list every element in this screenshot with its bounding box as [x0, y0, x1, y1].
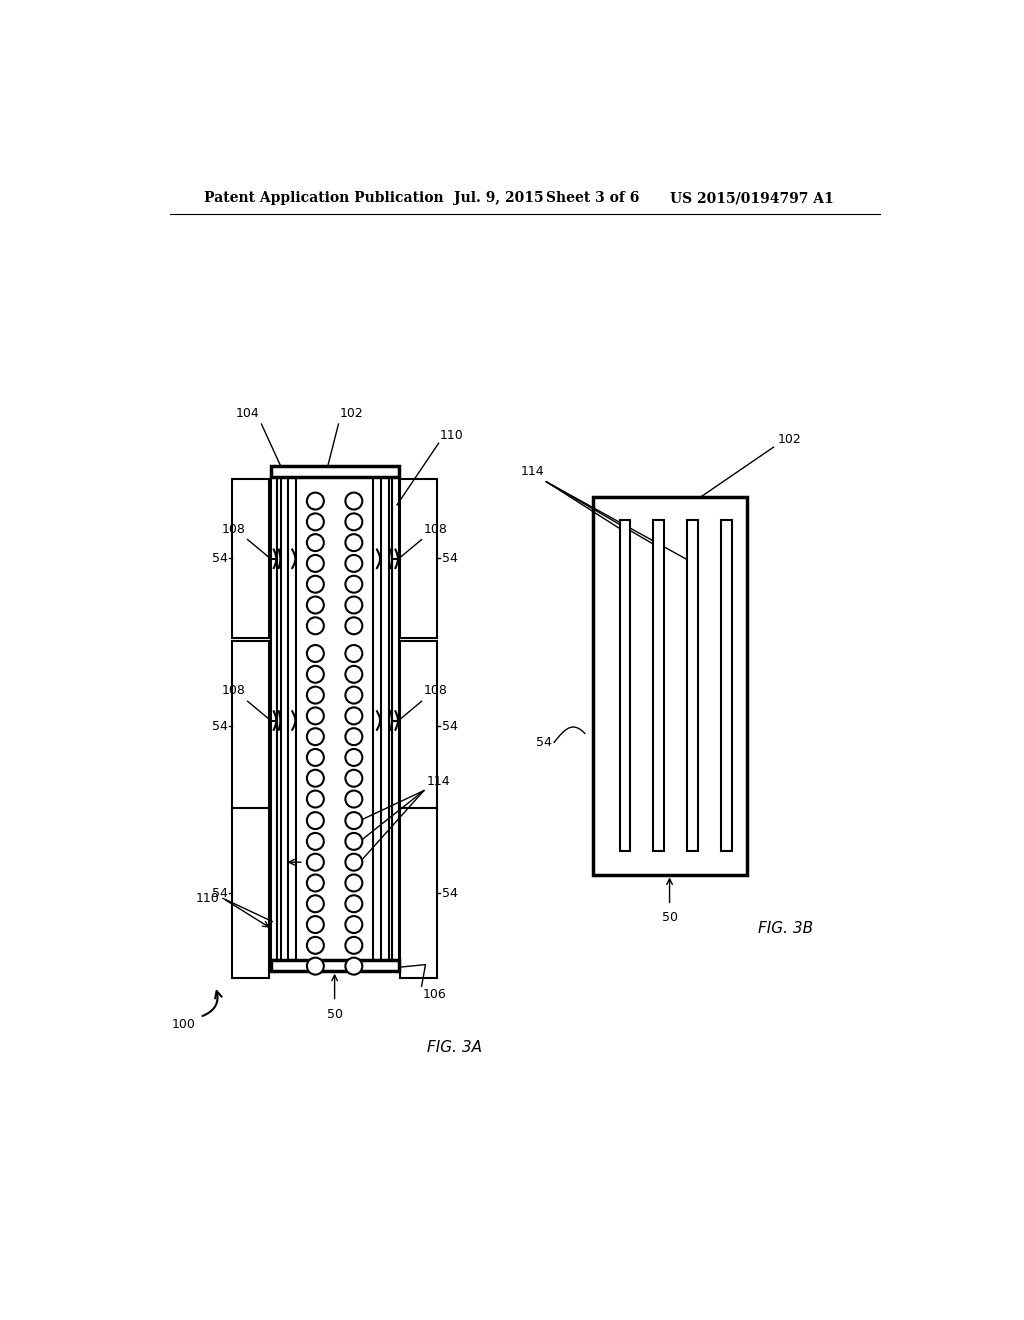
- Circle shape: [307, 812, 324, 829]
- Circle shape: [307, 645, 324, 663]
- Bar: [270, 466, 398, 478]
- Bar: [289, 478, 296, 960]
- Text: 110: 110: [196, 892, 219, 906]
- Circle shape: [307, 833, 324, 850]
- Circle shape: [345, 895, 362, 912]
- Circle shape: [307, 686, 324, 704]
- Bar: [593, 498, 746, 875]
- Bar: [400, 808, 437, 978]
- Text: US 2015/0194797 A1: US 2015/0194797 A1: [670, 191, 834, 206]
- Text: 108: 108: [221, 523, 246, 536]
- Text: 54: 54: [441, 552, 458, 565]
- Text: 102: 102: [777, 433, 801, 446]
- Circle shape: [345, 748, 362, 766]
- Text: 114: 114: [520, 465, 544, 478]
- Text: 54: 54: [536, 737, 552, 748]
- Circle shape: [307, 874, 324, 891]
- Circle shape: [307, 576, 324, 593]
- Text: 106: 106: [423, 987, 446, 1001]
- Circle shape: [307, 937, 324, 954]
- Circle shape: [345, 686, 362, 704]
- Circle shape: [345, 513, 362, 531]
- Circle shape: [345, 916, 362, 933]
- Circle shape: [307, 895, 324, 912]
- Circle shape: [307, 791, 324, 808]
- Text: FIG. 3B: FIG. 3B: [758, 921, 813, 936]
- Circle shape: [307, 854, 324, 871]
- Bar: [653, 520, 665, 851]
- Circle shape: [307, 958, 324, 974]
- Circle shape: [345, 618, 362, 635]
- Text: 50: 50: [662, 911, 678, 924]
- Circle shape: [307, 554, 324, 572]
- Circle shape: [345, 554, 362, 572]
- Circle shape: [345, 812, 362, 829]
- Circle shape: [307, 748, 324, 766]
- Circle shape: [307, 513, 324, 531]
- Circle shape: [345, 833, 362, 850]
- Text: Sheet 3 of 6: Sheet 3 of 6: [547, 191, 640, 206]
- Circle shape: [345, 535, 362, 552]
- Bar: [400, 479, 437, 638]
- Circle shape: [345, 729, 362, 744]
- Text: 54: 54: [212, 719, 227, 733]
- Bar: [620, 520, 631, 851]
- Text: 54: 54: [212, 887, 227, 900]
- Circle shape: [307, 770, 324, 787]
- Bar: [721, 520, 732, 851]
- Circle shape: [345, 937, 362, 954]
- Bar: [392, 478, 398, 960]
- Text: 54: 54: [441, 887, 458, 900]
- Circle shape: [307, 708, 324, 725]
- Circle shape: [345, 597, 362, 614]
- Bar: [276, 478, 281, 960]
- Circle shape: [345, 576, 362, 593]
- Text: 110: 110: [440, 429, 464, 442]
- Circle shape: [345, 708, 362, 725]
- Circle shape: [345, 791, 362, 808]
- Circle shape: [307, 665, 324, 682]
- Bar: [373, 478, 381, 960]
- Circle shape: [307, 492, 324, 510]
- Bar: [687, 520, 698, 851]
- Text: 54: 54: [212, 552, 227, 565]
- Bar: [270, 960, 398, 970]
- Text: 114: 114: [426, 775, 450, 788]
- Text: Jul. 9, 2015: Jul. 9, 2015: [454, 191, 544, 206]
- Circle shape: [345, 770, 362, 787]
- Circle shape: [345, 492, 362, 510]
- Circle shape: [345, 958, 362, 974]
- Circle shape: [307, 618, 324, 635]
- Text: 100: 100: [172, 1019, 196, 1031]
- Text: 108: 108: [424, 684, 447, 697]
- Circle shape: [345, 874, 362, 891]
- Text: 104: 104: [237, 407, 260, 420]
- Text: 54: 54: [441, 719, 458, 733]
- Text: FIG. 3A: FIG. 3A: [427, 1040, 482, 1055]
- Text: 108: 108: [424, 523, 447, 536]
- Circle shape: [345, 854, 362, 871]
- Text: 108: 108: [221, 684, 246, 697]
- Text: Patent Application Publication: Patent Application Publication: [204, 191, 443, 206]
- Bar: [232, 642, 269, 812]
- Bar: [232, 479, 269, 638]
- Circle shape: [307, 916, 324, 933]
- Circle shape: [345, 645, 362, 663]
- Circle shape: [307, 597, 324, 614]
- Circle shape: [345, 665, 362, 682]
- Text: 50: 50: [327, 1007, 343, 1020]
- Circle shape: [307, 535, 324, 552]
- Bar: [270, 478, 276, 960]
- Text: 102: 102: [340, 407, 364, 420]
- Bar: [400, 642, 437, 812]
- Bar: [232, 808, 269, 978]
- Circle shape: [307, 729, 324, 744]
- Bar: [388, 478, 392, 960]
